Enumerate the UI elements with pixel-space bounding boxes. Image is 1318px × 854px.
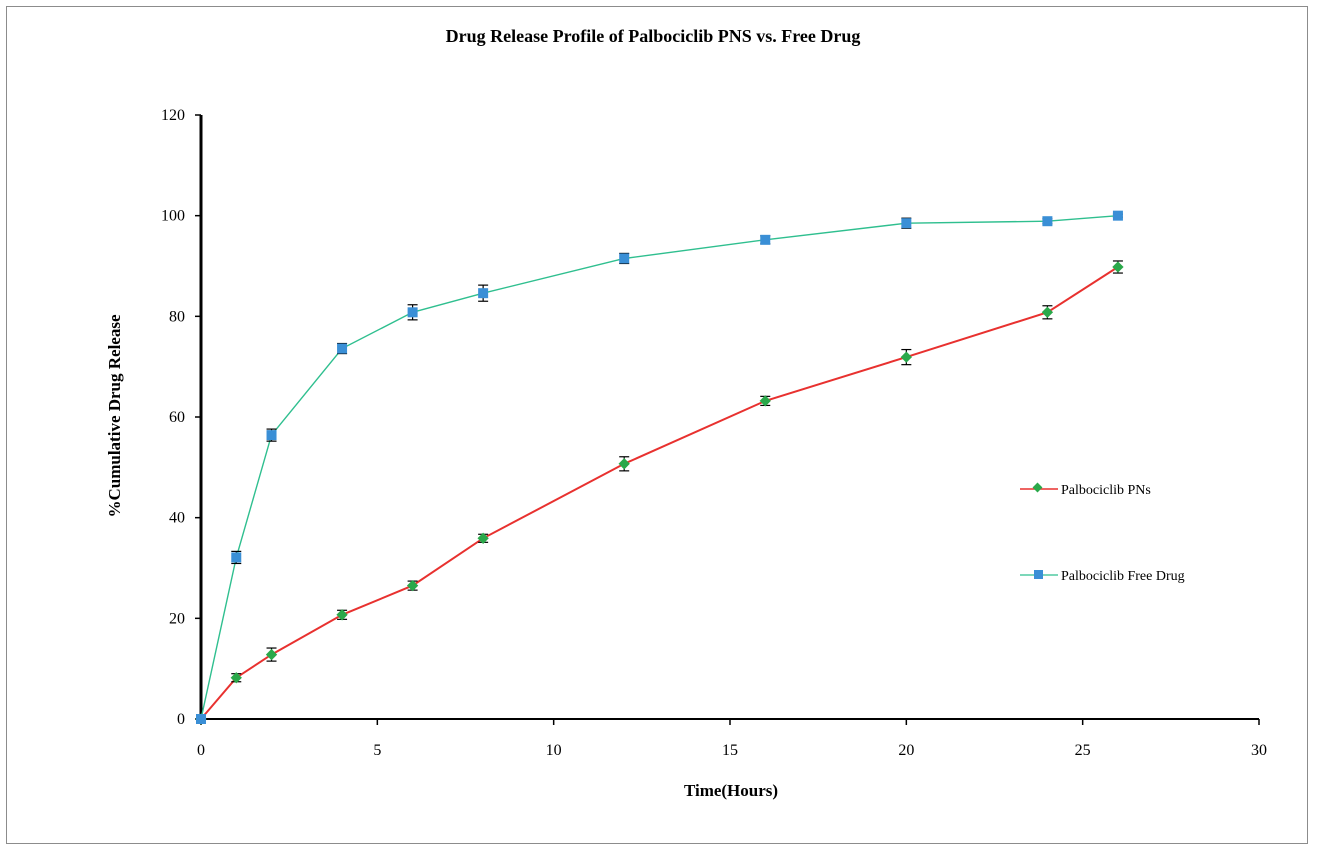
x-tick-label: 0 bbox=[197, 742, 205, 759]
x-tick-label: 25 bbox=[1075, 742, 1091, 759]
x-axis-label: Time(Hours) bbox=[684, 781, 778, 800]
x-tick-label: 5 bbox=[373, 742, 381, 759]
data-point bbox=[900, 351, 912, 363]
data-point bbox=[1112, 261, 1124, 273]
y-tick-label: 20 bbox=[169, 610, 185, 627]
legend: Palbociclib PNs Palbociclib Free Drug bbox=[1020, 482, 1185, 584]
data-point bbox=[265, 648, 278, 661]
series-layer bbox=[195, 210, 1124, 725]
series-palbociclib-free-drug bbox=[196, 210, 1123, 724]
y-tick-label: 80 bbox=[169, 308, 185, 325]
data-point bbox=[230, 672, 242, 684]
x-tick-label: 15 bbox=[722, 742, 738, 759]
data-point bbox=[1041, 306, 1054, 318]
y-axis-label: %Cumulative Drug Release bbox=[105, 314, 124, 517]
data-point bbox=[760, 234, 771, 245]
x-tick-label: 20 bbox=[898, 742, 914, 759]
axes: 0 20 40 60 80 100 120 0 5 10 15 20 25 30 bbox=[161, 107, 1267, 759]
data-point bbox=[407, 307, 418, 318]
data-point bbox=[1042, 216, 1053, 227]
series-line bbox=[200, 266, 1119, 720]
data-point bbox=[759, 395, 771, 407]
y-tick-label: 60 bbox=[169, 409, 185, 426]
data-point bbox=[618, 458, 630, 470]
y-tick-label: 0 bbox=[177, 711, 185, 728]
y-tick-label: 100 bbox=[161, 208, 185, 225]
series-line bbox=[200, 215, 1118, 720]
legend-label-pns: Palbociclib PNs bbox=[1061, 483, 1151, 498]
data-point bbox=[478, 288, 489, 299]
data-point bbox=[266, 430, 277, 441]
data-point bbox=[196, 714, 206, 724]
data-point bbox=[231, 552, 242, 563]
y-tick-label: 40 bbox=[169, 510, 185, 527]
legend-label-free: Palbociclib Free Drug bbox=[1061, 569, 1185, 584]
series-palbociclib-pns bbox=[195, 260, 1124, 725]
data-point bbox=[336, 609, 348, 621]
chart-frame bbox=[6, 6, 1308, 844]
data-point bbox=[1112, 210, 1123, 221]
data-point bbox=[406, 579, 419, 592]
y-tick-label: 120 bbox=[161, 107, 185, 124]
x-tick-label: 10 bbox=[546, 742, 562, 759]
legend-marker-pns bbox=[1032, 482, 1043, 493]
data-point bbox=[337, 343, 348, 354]
data-point bbox=[477, 532, 489, 544]
data-point bbox=[901, 218, 912, 229]
chart-title: Drug Release Profile of Palbociclib PNS … bbox=[446, 26, 861, 46]
legend-marker-free bbox=[1034, 570, 1043, 579]
data-point bbox=[619, 253, 630, 264]
x-tick-label: 30 bbox=[1251, 742, 1267, 759]
